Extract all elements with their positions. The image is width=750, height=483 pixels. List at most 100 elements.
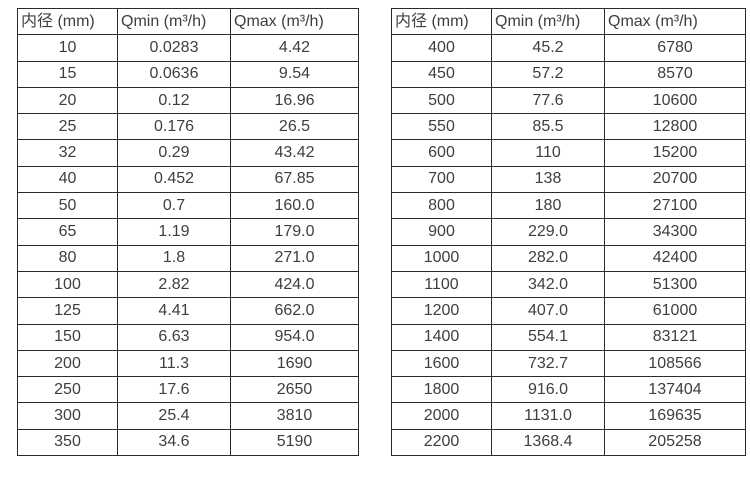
table-cell: 2200 — [391, 428, 492, 457]
table-cell: 5190 — [230, 428, 359, 457]
table-cell: 137404 — [604, 376, 746, 404]
table-cell: 34300 — [604, 218, 746, 246]
table-cell: 67.85 — [230, 165, 359, 194]
table-row: 20 0.12 16.96 — [17, 86, 359, 115]
table-row: 1400 554.1 83121 — [391, 323, 746, 351]
table-row: 200 11.3 1690 — [17, 349, 359, 378]
table-cell: 25.4 — [117, 402, 231, 430]
table-cell: 40 — [17, 165, 118, 194]
table-cell: 110 — [491, 139, 605, 167]
table-row: 125 4.41 662.0 — [17, 297, 359, 325]
table-cell: 51300 — [604, 270, 746, 299]
table-cell: 3810 — [230, 402, 359, 430]
table-row: 800 180 27100 — [391, 192, 746, 220]
table-cell: 15200 — [604, 139, 746, 167]
table-cell: 20700 — [604, 165, 746, 194]
table-cell: 0.29 — [117, 139, 231, 167]
table-cell: 342.0 — [491, 270, 605, 299]
table-cell: 80 — [17, 244, 118, 272]
table-cell: 1000 — [391, 244, 492, 272]
table-cell: 800 — [391, 192, 492, 220]
table-cell: 1131.0 — [491, 402, 605, 430]
table-row: 1200 407.0 61000 — [391, 297, 746, 325]
table-cell: 0.176 — [117, 113, 231, 141]
table-cell: 916.0 — [491, 376, 605, 404]
table-row: 550 85.5 12800 — [391, 113, 746, 141]
table-cell: 11.3 — [117, 349, 231, 378]
column-header-diameter: 内径 (mm) — [391, 7, 492, 36]
table-cell: 1600 — [391, 349, 492, 378]
table-cell: 179.0 — [230, 218, 359, 246]
table-cell: 2650 — [230, 376, 359, 404]
table-row: 1000 282.0 42400 — [391, 244, 746, 272]
table-cell: 1690 — [230, 349, 359, 378]
table-cell: 0.0636 — [117, 60, 231, 88]
table-cell: 407.0 — [491, 297, 605, 325]
table-row: 1600 732.7 108566 — [391, 349, 746, 378]
table-cell: 600 — [391, 139, 492, 167]
table-cell: 27100 — [604, 192, 746, 220]
table-cell: 550 — [391, 113, 492, 141]
table-cell: 34.6 — [117, 428, 231, 457]
table-cell: 12800 — [604, 113, 746, 141]
table-cell: 1100 — [391, 270, 492, 299]
table-cell: 229.0 — [491, 218, 605, 246]
table-cell: 1200 — [391, 297, 492, 325]
table-row: 1100 342.0 51300 — [391, 270, 746, 299]
table-cell: 10 — [17, 34, 118, 62]
table-row: 300 25.4 3810 — [17, 402, 359, 430]
column-header-diameter: 内径 (mm) — [17, 7, 118, 36]
table-cell: 732.7 — [491, 349, 605, 378]
table-row: 80 1.8 271.0 — [17, 244, 359, 272]
table-cell: 1800 — [391, 376, 492, 404]
table-cell: 350 — [17, 428, 118, 457]
table-cell: 954.0 — [230, 323, 359, 351]
table-cell: 6.63 — [117, 323, 231, 351]
table-row: 600 110 15200 — [391, 139, 746, 167]
table-cell: 250 — [17, 376, 118, 404]
flow-spec-table-left: 内径 (mm) Qmin (m³/h) Qmax (m³/h) 10 0.0283… — [17, 7, 359, 457]
table-row: 50 0.7 160.0 — [17, 192, 359, 220]
table-cell: 138 — [491, 165, 605, 194]
table-cell: 42400 — [604, 244, 746, 272]
table-row: 450 57.2 8570 — [391, 60, 746, 88]
table-cell: 61000 — [604, 297, 746, 325]
column-header-qmax: Qmax (m³/h) — [604, 7, 746, 36]
table-cell: 65 — [17, 218, 118, 246]
table-row: 10 0.0283 4.42 — [17, 34, 359, 62]
table-cell: 15 — [17, 60, 118, 88]
table-cell: 169635 — [604, 402, 746, 430]
table-cell: 100 — [17, 270, 118, 299]
table-cell: 400 — [391, 34, 492, 62]
table-row: 2200 1368.4 205258 — [391, 428, 746, 457]
table-cell: 45.2 — [491, 34, 605, 62]
table-cell: 160.0 — [230, 192, 359, 220]
table-cell: 424.0 — [230, 270, 359, 299]
table-cell: 4.41 — [117, 297, 231, 325]
table-cell: 2000 — [391, 402, 492, 430]
table-row: 250 17.6 2650 — [17, 376, 359, 404]
table-cell: 10600 — [604, 86, 746, 115]
column-header-qmax: Qmax (m³/h) — [230, 7, 359, 36]
table-cell: 180 — [491, 192, 605, 220]
column-header-qmin: Qmin (m³/h) — [491, 7, 605, 36]
table-cell: 282.0 — [491, 244, 605, 272]
table-cell: 20 — [17, 86, 118, 115]
table-body: 10 0.0283 4.42 15 0.0636 9.54 20 0.12 16.96 25 0.1… — [17, 34, 359, 457]
table-cell: 77.6 — [491, 86, 605, 115]
table-cell: 16.96 — [230, 86, 359, 115]
table-row: 15 0.0636 9.54 — [17, 60, 359, 88]
table-cell: 450 — [391, 60, 492, 88]
table-cell: 300 — [17, 402, 118, 430]
table-cell: 500 — [391, 86, 492, 115]
table-cell: 900 — [391, 218, 492, 246]
table-row: 500 77.6 10600 — [391, 86, 746, 115]
table-row: 1800 916.0 137404 — [391, 376, 746, 404]
table-row: 40 0.452 67.85 — [17, 165, 359, 194]
flow-spec-table-right: 内径 (mm) Qmin (m³/h) Qmax (m³/h) 400 45.2 6… — [391, 7, 746, 457]
table-cell: 1400 — [391, 323, 492, 351]
header-row: 内径 (mm) Qmin (m³/h) Qmax (m³/h) — [391, 7, 746, 36]
table-cell: 26.5 — [230, 113, 359, 141]
table-row: 2000 1131.0 169635 — [391, 402, 746, 430]
